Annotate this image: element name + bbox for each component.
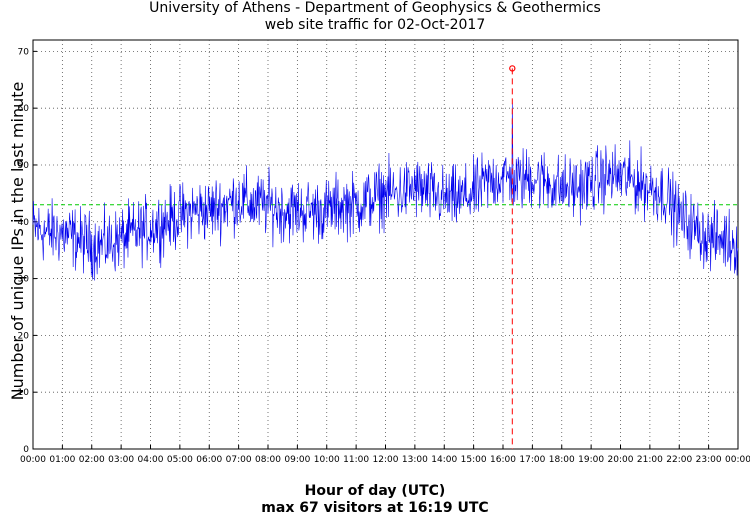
x-tick-label: 02:00 (79, 455, 105, 465)
y-tick-label: 0 (23, 445, 29, 455)
x-tick-label: 04:00 (138, 455, 164, 465)
y-axis-label: Number of unique IPs in the last minute (8, 81, 27, 401)
traffic-series-line (32, 102, 739, 281)
chart-title: University of Athens - Department of Geo… (149, 0, 601, 16)
y-tick-label: 20 (18, 331, 30, 341)
y-tick-label: 10 (18, 388, 30, 398)
x-tick-label: 10:00 (314, 455, 340, 465)
x-tick-label: 16:00 (490, 455, 516, 465)
x-tick-label: 21:00 (637, 455, 663, 465)
x-tick-label: 00:00 (20, 455, 46, 465)
x-tick-label: 19:00 (578, 455, 604, 465)
x-axis-label: Hour of day (UTC) (304, 483, 446, 499)
x-tick-label: 06:00 (196, 455, 222, 465)
x-tick-label: 14:00 (431, 455, 457, 465)
x-tick-label: 05:00 (167, 455, 193, 465)
max-marker-point (509, 65, 516, 72)
x-tick-label: 22:00 (666, 455, 692, 465)
x-tick-label: 13:00 (402, 455, 428, 465)
y-tick-label: 70 (18, 47, 30, 57)
x-tick-label: 07:00 (226, 455, 252, 465)
max-visitors-note: max 67 visitors at 16:19 UTC (261, 500, 489, 516)
x-tick-label: 18:00 (549, 455, 575, 465)
x-tick-label: 01:00 (49, 455, 75, 465)
y-tick-label: 40 (18, 218, 30, 228)
x-tick-label: 09:00 (284, 455, 310, 465)
y-tick-label: 50 (18, 161, 30, 171)
x-tick-label: 20:00 (608, 455, 634, 465)
y-tick-label: 30 (18, 275, 30, 285)
x-tick-label: 08:00 (255, 455, 281, 465)
x-tick-label: 03:00 (108, 455, 134, 465)
x-tick-label: 00:00 (725, 455, 750, 465)
y-tick-label: 60 (18, 104, 30, 114)
x-tick-label: 11:00 (343, 455, 369, 465)
chart-subtitle: web site traffic for 02-Oct-2017 (264, 17, 486, 33)
x-tick-label: 15:00 (461, 455, 487, 465)
x-tick-label: 17:00 (519, 455, 545, 465)
x-tick-label: 23:00 (696, 455, 722, 465)
x-tick-label: 12:00 (373, 455, 399, 465)
